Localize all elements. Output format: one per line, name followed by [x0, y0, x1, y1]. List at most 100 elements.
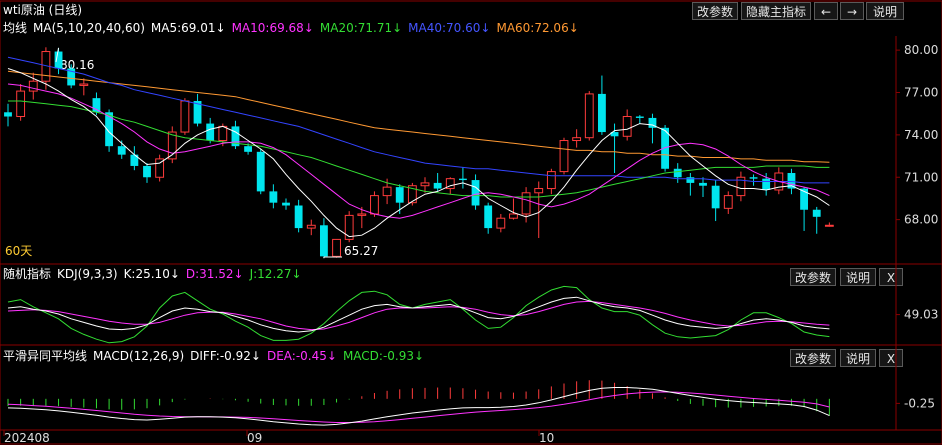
candle-body	[572, 137, 582, 142]
candle-body	[635, 116, 644, 118]
candle-body	[167, 131, 177, 160]
candle-body	[661, 127, 670, 169]
candle-body	[395, 187, 404, 203]
candle-body	[16, 90, 26, 118]
candle-body	[344, 214, 354, 240]
kdj-close-button[interactable]: X	[879, 268, 903, 286]
ma10-value: MA10:69.68↓	[231, 21, 314, 35]
candle-body	[117, 146, 126, 155]
candle-body	[787, 173, 796, 189]
candle-body	[294, 205, 303, 229]
candle-body	[382, 186, 392, 197]
kdj-tick-label: 49.03	[904, 308, 938, 322]
kdj-help-button[interactable]: 说明	[840, 268, 876, 286]
close-icon: X	[886, 271, 896, 285]
kdj-j-line	[7, 285, 830, 344]
candle-body	[597, 93, 606, 133]
prev-arrow-button[interactable]: ←	[814, 2, 838, 20]
candle-body	[433, 182, 442, 189]
price-tick-label: 77.00	[904, 86, 938, 100]
candle-body	[458, 178, 467, 181]
candle-body	[521, 192, 531, 215]
ma5-value: MA5:69.01↓	[150, 21, 226, 35]
window-title: wti原油 (日线)	[3, 3, 83, 17]
macd-legend: 平滑异同平均线 MACD(12,26,9) DIFF:-0.92↓ DEA:-0.45…	[3, 348, 430, 364]
candle-body	[445, 178, 455, 190]
candle-body	[155, 158, 165, 178]
candle-body	[622, 116, 632, 137]
candle-body	[370, 195, 379, 215]
candle-body	[105, 112, 114, 147]
kdj-j-value: J:12.27↓	[249, 267, 302, 281]
candle-body	[686, 177, 695, 183]
candle-body	[420, 182, 430, 187]
macd-help-button[interactable]: 说明	[840, 349, 876, 367]
candle-body	[218, 125, 228, 142]
macd-diff-value: DIFF:-0.92↓	[190, 349, 261, 363]
ma10-line	[7, 83, 830, 219]
candle-body	[180, 100, 190, 133]
price-tick-label: 74.00	[904, 128, 938, 142]
help-button[interactable]: 说明	[866, 2, 904, 20]
ma-legend: 均线 MA(5,10,20,40,60) MA5:69.01↓ MA10:69.68↓…	[3, 20, 585, 36]
candle-body	[723, 195, 733, 209]
indicator-name: 均线	[3, 21, 28, 35]
candle-body	[534, 188, 544, 194]
period-label: 60天	[5, 244, 33, 258]
macd-close-button[interactable]: X	[879, 349, 903, 367]
candle-body	[509, 213, 518, 219]
indicator-spec: MA(5,10,20,40,60)	[33, 21, 145, 35]
price-tick-label: 80.00	[904, 43, 938, 57]
macd-diff-line	[7, 387, 830, 426]
candle-body	[4, 112, 12, 117]
candle-body	[749, 177, 758, 179]
candle-body	[559, 140, 569, 173]
candle-body	[673, 168, 682, 178]
candle-body	[824, 224, 834, 227]
low-price-label: 65.27	[344, 244, 379, 258]
high-pointer	[55, 47, 60, 63]
ma20-line	[8, 100, 830, 198]
macd-dea-line	[7, 391, 830, 423]
kdj-spec: KDJ(9,3,3)	[57, 267, 118, 281]
kdj-d-line	[7, 300, 830, 331]
kdj-k-line	[7, 296, 830, 333]
ma40-value: MA40:70.60↓	[408, 21, 491, 35]
candle-body	[306, 224, 316, 229]
ma20-value: MA20:71.71↓	[319, 21, 403, 35]
candle-body	[484, 205, 493, 229]
candle-body	[762, 178, 771, 190]
kdj-params-button[interactable]: 改参数	[790, 268, 836, 286]
candle-body	[28, 80, 38, 92]
candle-body	[92, 98, 101, 113]
candle-body	[256, 151, 265, 192]
macd-params-button[interactable]: 改参数	[790, 349, 836, 367]
candle-body	[699, 182, 707, 186]
close-icon: X	[886, 352, 896, 366]
hide-main-indicator-button[interactable]: 隐藏主指标	[741, 2, 811, 20]
candle-body	[244, 146, 253, 152]
candle-body	[319, 225, 328, 257]
candle-body	[546, 171, 556, 190]
candle-body	[584, 93, 594, 139]
candle-body	[67, 68, 76, 86]
ma5-line	[7, 68, 830, 238]
macd-spec: MACD(12,26,9)	[93, 349, 185, 363]
candle-body	[193, 100, 202, 124]
kdj-d-value: D:31.52↓	[185, 267, 244, 281]
candle-body	[357, 213, 367, 216]
kdj-name: 随机指标	[3, 267, 52, 281]
candle-body	[143, 165, 151, 178]
price-tick-label: 71.00	[904, 170, 938, 184]
change-params-button[interactable]: 改参数	[692, 2, 738, 20]
price-tick-label: 68.00	[904, 213, 938, 227]
ma40-line	[7, 56, 830, 184]
candle-body	[610, 132, 619, 137]
candle-body	[130, 154, 139, 166]
candle-body	[54, 51, 63, 69]
candle-body	[282, 202, 290, 206]
arrow-right-icon: →	[846, 5, 858, 19]
next-arrow-button[interactable]: →	[840, 2, 864, 20]
ma60-value: MA60:72.06↓	[496, 21, 579, 35]
